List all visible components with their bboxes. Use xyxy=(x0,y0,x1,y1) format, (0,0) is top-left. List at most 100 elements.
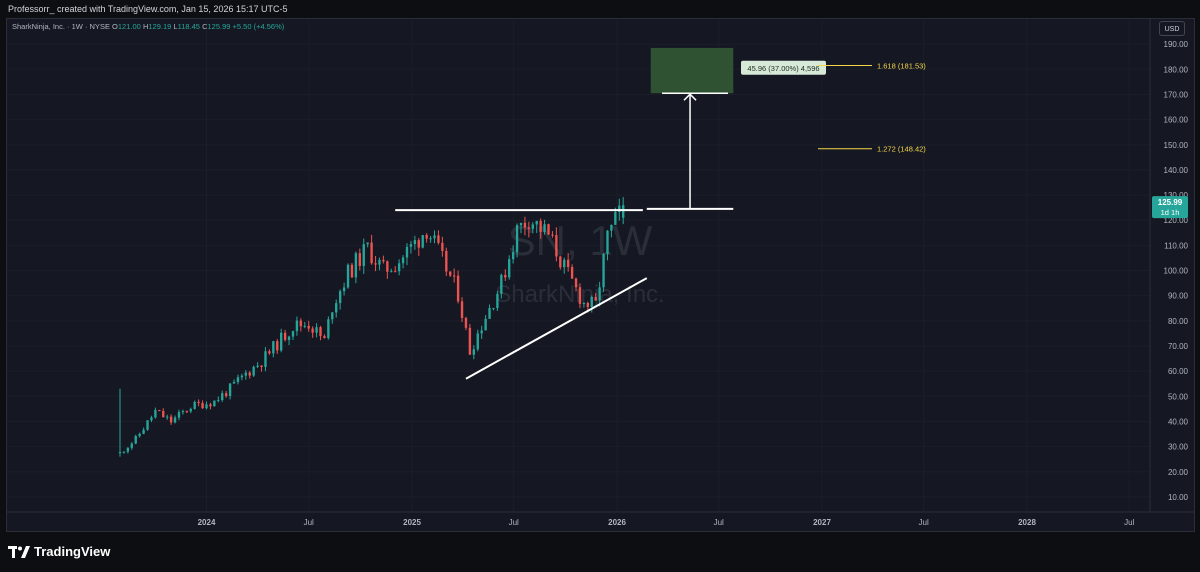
price-tick-label: 170.00 xyxy=(1164,90,1189,99)
price-tick-label: 130.00 xyxy=(1164,191,1189,200)
candle-body xyxy=(539,220,542,232)
candle-body xyxy=(311,328,314,333)
candle-body xyxy=(382,259,385,262)
candle-body xyxy=(500,274,503,294)
candle-body xyxy=(551,234,554,236)
open-label: O xyxy=(112,22,118,31)
candle-body xyxy=(342,287,346,292)
candle-body xyxy=(547,224,550,235)
last-price-badge xyxy=(1152,196,1188,219)
candle-body xyxy=(154,410,157,418)
time-tick-label: Jul xyxy=(304,518,314,527)
currency-button[interactable]: USD xyxy=(1159,21,1185,36)
measure-arrow-head xyxy=(683,93,697,101)
candle-body xyxy=(260,365,263,367)
watermark-ticker: SN, 1W xyxy=(508,217,653,264)
candle-body xyxy=(417,240,420,248)
candle-body xyxy=(146,420,149,430)
price-tick-label: 160.00 xyxy=(1164,116,1189,125)
candle-body xyxy=(606,230,609,254)
price-axis[interactable]: 10.00 20.00 30.00 40.00 50.00 60.00 70.00 80.00… xyxy=(1149,19,1189,512)
fib-1618-label: 1.618 (181.53) xyxy=(877,61,926,70)
candle-body xyxy=(295,320,299,332)
candle-body xyxy=(476,333,479,350)
time-tick-label: Jul xyxy=(919,518,929,527)
candle-body xyxy=(122,451,126,453)
candle-body xyxy=(515,225,519,253)
fib-1272-label: 1.272 (148.42) xyxy=(877,145,926,154)
price-tick-label: 90.00 xyxy=(1168,292,1189,301)
drawings[interactable]: 45.96 (37.00%) 4,596 1.618 (181.53) 1.272 … xyxy=(395,60,926,380)
candle-body xyxy=(205,404,208,409)
change-value: +5.50 (+4.56%) xyxy=(232,22,285,31)
candle-body xyxy=(472,349,476,355)
candle-body xyxy=(173,417,177,423)
candle-body xyxy=(622,205,625,218)
candle-body xyxy=(397,263,401,272)
candle-body xyxy=(456,275,460,302)
price-tick-label: 80.00 xyxy=(1168,317,1189,326)
measure-label: 45.96 (37.00%) 4,596 xyxy=(747,64,819,73)
candle-body xyxy=(543,224,546,232)
candle-body xyxy=(527,227,531,229)
price-tick-label: 70.00 xyxy=(1168,342,1189,351)
high-value: 129.19 xyxy=(148,22,172,31)
target-zone-box xyxy=(650,47,734,94)
candle-body xyxy=(598,287,601,301)
candle-body xyxy=(441,242,444,251)
candle-body xyxy=(594,296,597,301)
candle-body xyxy=(303,325,306,327)
candle-body xyxy=(378,259,381,265)
symbol-legend: SharkNinja, Inc. · 1W · NYSE O121.00 H12… xyxy=(12,22,284,31)
candle-body xyxy=(519,222,523,226)
candle-body xyxy=(449,271,452,276)
price-tick-label: 40.00 xyxy=(1168,417,1189,426)
candle-body xyxy=(209,404,212,407)
candle-body xyxy=(162,410,165,418)
candle-body xyxy=(523,222,527,228)
candle-body xyxy=(158,410,161,412)
candle-body xyxy=(374,263,377,265)
candle-body xyxy=(287,336,291,340)
attribution-header: Professorr_ created with TradingView.com… xyxy=(0,0,1200,18)
candle-body xyxy=(574,278,578,288)
candle-body xyxy=(370,242,373,264)
candle-body xyxy=(610,224,613,231)
candle-body xyxy=(244,372,247,376)
candle-body xyxy=(468,327,472,355)
time-axis[interactable]: 2024 Jul 2025 Jul 2026 Jul 2027 Jul 2028 Jul xyxy=(6,511,1194,527)
candle-body xyxy=(582,302,586,304)
candle-body xyxy=(299,320,303,327)
candle-body xyxy=(354,253,358,278)
time-tick-label: 2027 xyxy=(813,518,831,527)
candle-body xyxy=(228,383,232,397)
candle-body xyxy=(421,235,424,248)
candle-body xyxy=(413,240,417,245)
support-trendline xyxy=(465,277,648,380)
price-tick-label: 20.00 xyxy=(1168,468,1189,477)
candle-body xyxy=(386,261,389,272)
candle-body xyxy=(480,330,483,334)
candle-body xyxy=(193,401,196,409)
candle-body xyxy=(590,296,593,307)
attribution-text: Professorr_ created with TradingView.com… xyxy=(8,4,288,14)
candle-body xyxy=(488,308,491,319)
candle-body xyxy=(496,293,499,309)
candle-body xyxy=(307,325,310,329)
candle-body xyxy=(394,271,397,273)
candle-body xyxy=(409,244,413,247)
candle-body xyxy=(429,238,432,240)
low-value: 118.45 xyxy=(177,22,200,31)
candle-body xyxy=(252,366,255,376)
candle-body xyxy=(150,417,153,421)
candle-body xyxy=(283,332,287,340)
candle-body xyxy=(276,341,279,351)
symbol-name: SharkNinja, Inc. · 1W · NYSE xyxy=(12,22,110,31)
candle-body xyxy=(405,246,409,258)
candle-body xyxy=(586,302,590,307)
candle-body xyxy=(331,312,334,320)
candle-body xyxy=(134,436,137,444)
candle-body xyxy=(197,401,200,403)
candle-body xyxy=(221,393,224,401)
